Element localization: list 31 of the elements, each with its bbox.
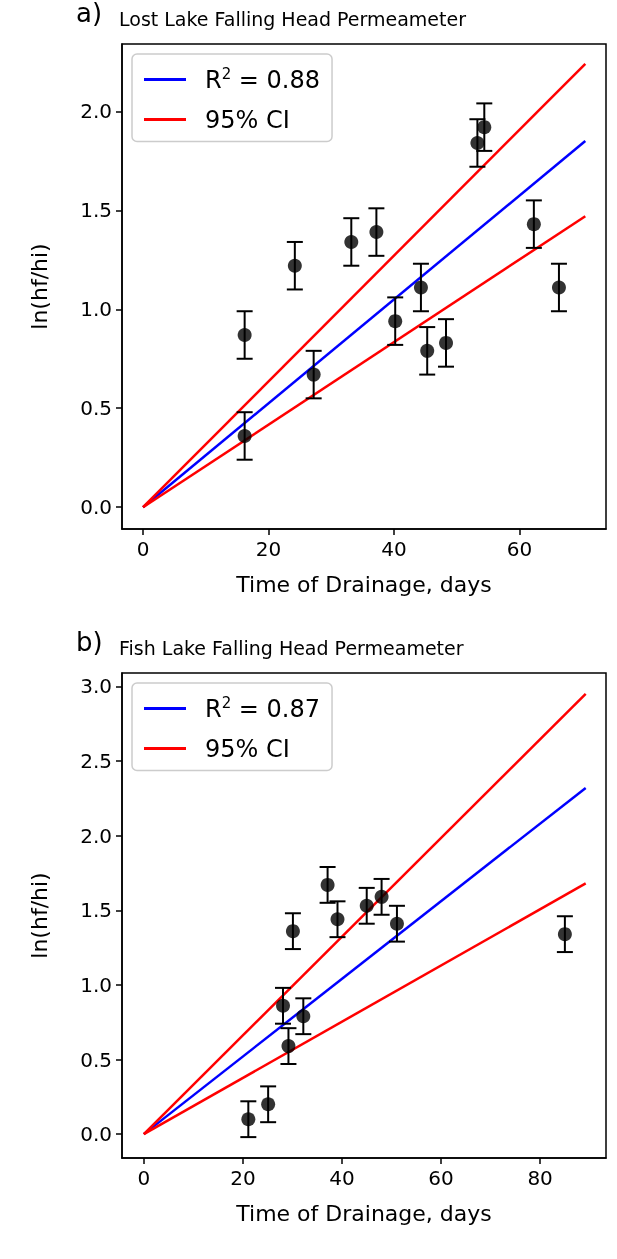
y-tick-label: 1.0 bbox=[80, 297, 112, 322]
legend-label: 95% CI bbox=[205, 734, 290, 763]
chart-title: Lost Lake Falling Head Permeameter bbox=[119, 7, 467, 30]
y-tick-label: 3.0 bbox=[80, 674, 112, 699]
x-tick-label: 20 bbox=[230, 1166, 256, 1190]
y-tick-label: 2.0 bbox=[80, 823, 112, 848]
y-tick-label: 2.0 bbox=[80, 99, 112, 124]
x-tick-label: 40 bbox=[329, 1166, 355, 1190]
y-tick-label: 0.0 bbox=[80, 1122, 112, 1147]
text: b) bbox=[76, 627, 103, 657]
legend-label: 95% CI bbox=[205, 105, 290, 134]
y-tick-label: 0.5 bbox=[80, 396, 112, 421]
x-tick-label: 0 bbox=[136, 537, 150, 561]
y-tick-label: 1.5 bbox=[80, 198, 112, 223]
y-axis-title: ln(hf/hi) bbox=[26, 243, 52, 330]
y-tick-label: 0.5 bbox=[80, 1047, 112, 1072]
chart-title: Fish Lake Falling Head Permeameter bbox=[119, 636, 464, 659]
x-tick-label: 20 bbox=[255, 537, 282, 561]
x-tick-label: 0 bbox=[137, 1166, 151, 1190]
x-tick-label: 40 bbox=[381, 537, 407, 561]
text: a) bbox=[76, 0, 103, 28]
x-axis-title: Time of Drainage, days bbox=[235, 1200, 492, 1226]
y-tick-label: 2.5 bbox=[80, 749, 112, 774]
x-tick-label: 60 bbox=[428, 1166, 454, 1190]
y-tick-label: 1.0 bbox=[80, 972, 112, 997]
y-tick-label: 0.0 bbox=[80, 495, 112, 520]
y-axis-title: ln(hf/hi) bbox=[26, 872, 52, 959]
x-tick-label: 60 bbox=[506, 537, 533, 561]
x-tick-label: 80 bbox=[527, 1166, 553, 1190]
x-axis-title: Time of Drainage, days bbox=[235, 571, 492, 597]
y-tick-label: 1.5 bbox=[80, 898, 112, 923]
